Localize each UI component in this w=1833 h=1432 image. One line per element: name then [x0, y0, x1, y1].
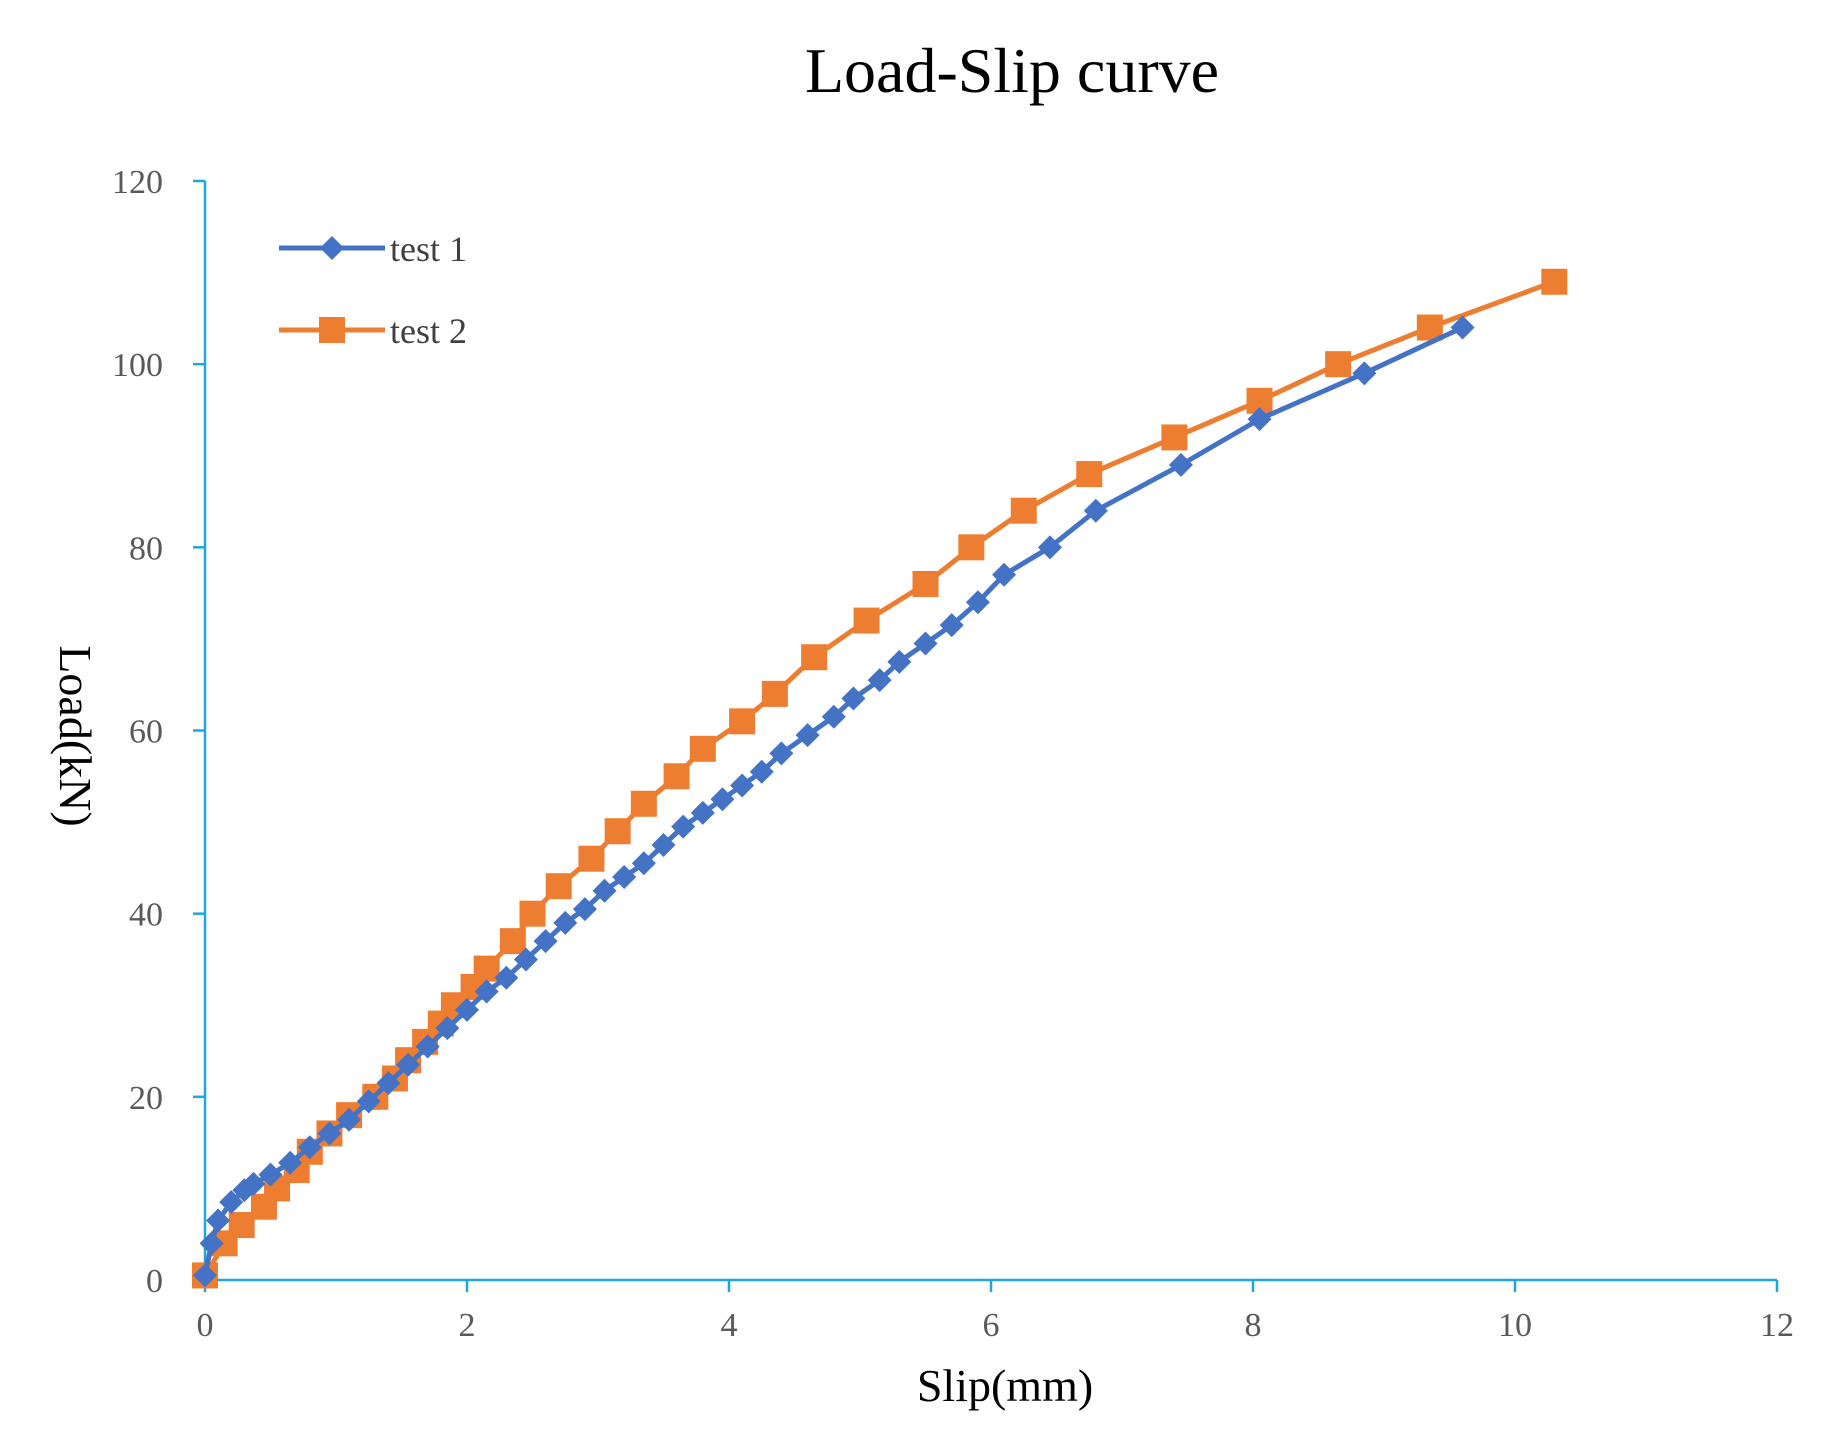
data-point: [690, 800, 715, 825]
data-point: [965, 590, 990, 615]
x-tick-label: 2: [459, 1307, 476, 1344]
legend-label: test 2: [390, 311, 467, 351]
legend-label: test 1: [390, 229, 467, 269]
data-point: [1161, 424, 1188, 451]
x-tick-label: 10: [1498, 1307, 1532, 1344]
data-point: [853, 607, 880, 634]
y-tick-label: 80: [129, 530, 163, 567]
x-tick-label: 0: [197, 1307, 214, 1344]
data-point: [474, 979, 499, 1004]
data-point: [396, 1052, 421, 1077]
data-point: [912, 570, 939, 597]
data-point: [612, 865, 637, 890]
data-point: [572, 897, 597, 922]
data-point: [729, 708, 756, 735]
data-point: [958, 534, 985, 561]
data-point: [337, 1107, 362, 1132]
data-point: [1168, 452, 1193, 477]
data-point: [730, 773, 755, 798]
data-point: [455, 997, 479, 1022]
chart-title: Load-Slip curve: [805, 35, 1219, 106]
y-tick-label: 100: [112, 347, 163, 384]
legend: test 1 test 2: [279, 229, 467, 351]
data-point: [241, 1171, 266, 1196]
data-point: [193, 1263, 217, 1288]
data-point: [631, 851, 656, 876]
data-point: [604, 818, 631, 845]
data-point: [651, 832, 676, 857]
data-point: [206, 1208, 231, 1233]
y-tick-label: 0: [146, 1263, 163, 1300]
data-point: [1247, 407, 1272, 432]
data-point: [376, 1071, 401, 1096]
data-point: [795, 723, 820, 748]
x-tick-label: 12: [1760, 1307, 1794, 1344]
data-point: [801, 644, 828, 671]
data-point: [1541, 268, 1568, 295]
y-axis-title: Load(kN): [50, 645, 101, 826]
x-tick-label: 8: [1245, 1307, 1262, 1344]
data-point: [278, 1150, 303, 1175]
data-point: [1037, 535, 1062, 560]
x-tick-label: 6: [983, 1307, 1000, 1344]
y-tick-label: 20: [129, 1080, 163, 1117]
data-point: [258, 1162, 283, 1187]
data-point: [671, 814, 696, 839]
data-point: [356, 1089, 381, 1114]
data-point: [689, 735, 716, 762]
data-point: [1450, 315, 1475, 340]
data-point: [867, 668, 892, 693]
data-point: [519, 900, 546, 927]
plot-area: 0 20 40 60 80 100 120 0 2 4 6 8 10 12: [112, 164, 1794, 1344]
data-point: [1083, 498, 1108, 523]
series-test-1: [193, 315, 1475, 1288]
legend-marker: [320, 236, 344, 260]
data-point: [499, 928, 526, 955]
data-point: [545, 873, 572, 900]
data-point: [435, 1016, 460, 1041]
x-axis-title: Slip(mm): [917, 1360, 1093, 1411]
y-tick-label: 120: [112, 164, 163, 201]
data-point: [494, 965, 519, 990]
data-point: [219, 1190, 244, 1215]
y-tick-label: 60: [129, 714, 163, 751]
data-point: [769, 741, 794, 766]
series-test-2: [192, 268, 1568, 1289]
data-point: [533, 929, 558, 954]
x-tick-label: 4: [721, 1307, 738, 1344]
legend-marker: [319, 317, 345, 343]
data-point: [297, 1135, 322, 1160]
data-point: [199, 1231, 224, 1256]
data-point: [761, 680, 788, 707]
data-point: [1010, 497, 1037, 524]
y-tick-label: 40: [129, 897, 163, 934]
data-point: [1325, 351, 1352, 378]
data-point: [1352, 361, 1377, 386]
data-point: [841, 686, 866, 711]
data-point: [553, 910, 578, 935]
data-point: [821, 704, 846, 729]
data-point: [228, 1212, 255, 1239]
data-point: [887, 649, 912, 674]
data-point: [992, 562, 1017, 587]
legend-item-test-2: test 2: [279, 311, 467, 351]
data-point: [513, 947, 538, 972]
legend-item-test-1: test 1: [279, 229, 467, 269]
data-point: [1076, 461, 1103, 488]
data-point: [578, 845, 605, 872]
data-point: [592, 878, 617, 903]
data-point: [630, 790, 657, 817]
data-point: [939, 613, 964, 638]
data-point: [415, 1034, 440, 1059]
data-point: [317, 1121, 342, 1146]
data-point: [663, 763, 690, 790]
data-point: [913, 631, 938, 656]
data-point: [749, 759, 774, 784]
data-point: [710, 787, 735, 812]
